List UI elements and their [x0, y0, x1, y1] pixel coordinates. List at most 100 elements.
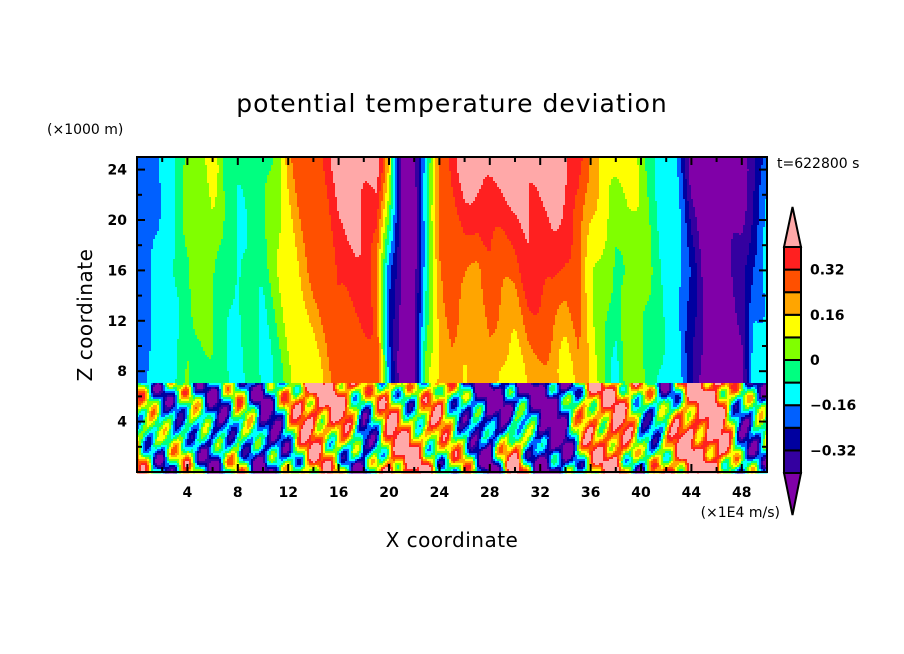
contour-cell: [761, 167, 768, 170]
contour-cell: [399, 231, 402, 234]
contour-cell: [687, 227, 692, 230]
contour-cell: [549, 221, 562, 224]
contour-cell: [451, 175, 460, 178]
contour-cell: [183, 165, 208, 168]
contour-cell: [655, 179, 680, 182]
contour-cell: [439, 161, 450, 164]
contour-cell: [293, 177, 326, 180]
contour-cell: [393, 183, 396, 186]
contour-cell: [223, 171, 270, 174]
contour-cell: [395, 225, 400, 228]
contour-cell: [397, 215, 400, 218]
contour-cell: [389, 189, 392, 192]
contour-cell: [175, 235, 186, 238]
contour-cell: [367, 181, 378, 184]
contour-cell: [161, 215, 176, 218]
contour-cell: [299, 207, 330, 210]
contour-cell: [529, 199, 542, 202]
contour-cell: [565, 195, 576, 198]
contour-cell: [387, 233, 390, 236]
contour-cell: [183, 173, 208, 176]
contour-cell: [281, 213, 292, 216]
contour-cell: [265, 231, 282, 234]
contour-cell: [511, 207, 530, 210]
contour-cell: [587, 235, 608, 238]
contour-cell: [419, 201, 422, 204]
contour-cell: [237, 217, 248, 220]
contour-cell: [397, 179, 400, 182]
contour-cell: [391, 215, 394, 218]
contour-cell: [287, 167, 294, 170]
contour-cell: [627, 203, 640, 206]
contour-cell: [763, 159, 768, 162]
contour-cell: [137, 229, 160, 232]
contour-cell: [281, 161, 286, 164]
contour-cell: [435, 195, 440, 198]
contour-cell: [373, 233, 380, 236]
contour-cell: [433, 199, 436, 202]
contour-cell: [687, 223, 692, 226]
contour-cell: [421, 191, 424, 194]
contour-cell: [427, 235, 430, 238]
contour-cell: [393, 235, 396, 238]
contour-cell: [223, 183, 266, 186]
contour-cell: [137, 181, 160, 184]
contour-cell: [379, 167, 384, 170]
contour-cell: [761, 171, 768, 174]
contour-cell: [419, 233, 422, 236]
contour-cell: [585, 197, 600, 200]
contour-cell: [433, 161, 436, 164]
contour-cell: [433, 201, 436, 204]
contour-cell: [597, 201, 610, 204]
contour-cell: [427, 195, 430, 198]
contour-cell: [137, 209, 162, 212]
contour-cell: [281, 199, 290, 202]
contour-cell: [699, 235, 734, 238]
contour-cell: [685, 161, 690, 164]
contour-cell: [563, 217, 574, 220]
contour-cell: [391, 199, 394, 202]
contour-cell: [217, 189, 224, 192]
contour-cell: [161, 195, 176, 198]
contour-cell: [763, 157, 768, 160]
contour-cell: [297, 205, 330, 208]
contour-cell: [421, 203, 424, 206]
contour-cell: [331, 221, 342, 224]
contour-cell: [581, 227, 590, 230]
contour-cell: [419, 231, 422, 234]
contour-cell: [457, 171, 568, 174]
contour-cell: [421, 179, 424, 182]
contour-cell: [677, 165, 682, 168]
contour-cell: [609, 197, 626, 200]
contour-cell: [241, 187, 266, 190]
contour-cell: [395, 211, 398, 214]
contour-cell: [391, 159, 394, 162]
contour-cell: [431, 213, 436, 216]
contour-cell: [599, 165, 640, 168]
contour-cell: [375, 189, 378, 192]
contour-cell: [507, 203, 530, 206]
contour-cell: [421, 187, 424, 190]
contour-cell: [687, 229, 692, 232]
contour-cell: [759, 211, 766, 214]
contour-cell: [529, 205, 544, 208]
contour-cell: [599, 175, 640, 178]
contour-cell: [293, 227, 302, 230]
contour-cell: [399, 211, 402, 214]
contour-cell: [175, 209, 184, 212]
contour-cell: [655, 165, 678, 168]
contour-cell: [657, 217, 682, 220]
contour-cell: [423, 199, 428, 202]
contour-cell: [689, 209, 696, 212]
contour-cell: [753, 201, 760, 204]
contour-cell: [381, 177, 386, 180]
contour-cell: [281, 189, 290, 192]
contour-cell: [577, 189, 588, 192]
contour-cell: [589, 181, 600, 184]
contour-cell: [247, 237, 266, 240]
contour-cell: [689, 201, 694, 204]
contour-cell: [161, 203, 176, 206]
contour-cell: [565, 199, 576, 202]
contour-cell: [681, 161, 686, 164]
contour-cell: [395, 161, 398, 164]
